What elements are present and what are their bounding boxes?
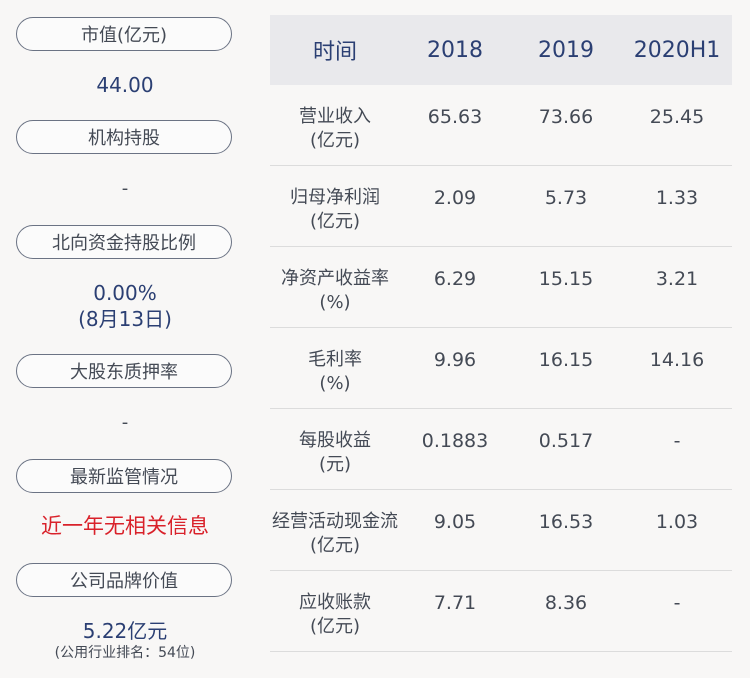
header-2019: 2019 xyxy=(538,37,594,63)
value-2018: 65.63 xyxy=(427,106,483,128)
value-2020h1: 3.21 xyxy=(655,268,699,290)
value-2020h1: - xyxy=(673,592,681,614)
brand-rank: (公用行业排名：54位) xyxy=(54,645,196,661)
value-2018: 0.1883 xyxy=(421,430,489,452)
value-2019: 8.36 xyxy=(544,592,588,614)
value-2020h1: 1.33 xyxy=(655,187,699,209)
header-2018: 2018 xyxy=(427,37,483,63)
pledge-ratio-label: 大股东质押率 xyxy=(16,354,232,388)
value-2018: 9.96 xyxy=(433,349,477,371)
table-header: 时间 2018 2019 2020H1 xyxy=(270,15,732,85)
value-2019: 16.15 xyxy=(538,349,594,371)
pledge-ratio-value: - xyxy=(121,412,129,433)
table-row: 经营活动现金流 (亿元) 9.05 16.53 1.03 xyxy=(270,490,732,571)
market-cap-label: 市值(亿元) xyxy=(16,17,232,51)
header-2020h1: 2020H1 xyxy=(633,37,721,63)
table-row: 归母净利润 (亿元) 2.09 5.73 1.33 xyxy=(270,166,732,247)
institution-holding-label: 机构持股 xyxy=(16,120,232,154)
metric-cell: 应收账款 (亿元) xyxy=(299,592,371,637)
header-time: 时间 xyxy=(312,40,357,65)
value-2019: 16.53 xyxy=(538,511,594,533)
value-2020h1: 25.45 xyxy=(649,106,705,128)
financial-table: 时间 2018 2019 2020H1 营业收入 (亿元) 65.63 73.66… xyxy=(270,15,732,652)
metric-cell: 经营活动现金流 (亿元) xyxy=(272,511,398,556)
table-row: 毛利率 (%) 9.96 16.15 14.16 xyxy=(270,328,732,409)
table-row: 应收账款 (亿元) 7.71 8.36 - xyxy=(270,571,732,652)
institution-holding-value: - xyxy=(121,178,129,199)
regulation-value: 近一年无相关信息 xyxy=(41,514,209,538)
table-row: 净资产收益率 (%) 6.29 15.15 3.21 xyxy=(270,247,732,328)
table-row: 每股收益 (元) 0.1883 0.517 - xyxy=(270,409,732,490)
left-panel: 市值(亿元) 44.00 机构持股 - 北向资金持股比例 0.00% (8月13… xyxy=(0,0,250,678)
metric-cell: 净资产收益率 (%) xyxy=(281,268,389,313)
value-2018: 7.71 xyxy=(433,592,477,614)
metric-cell: 营业收入 (亿元) xyxy=(299,106,371,151)
metric-cell: 每股收益 (元) xyxy=(299,430,371,475)
value-2018: 6.29 xyxy=(433,268,477,290)
value-2018: 9.05 xyxy=(433,511,477,533)
value-2019: 15.15 xyxy=(538,268,594,290)
northbound-holding-label: 北向资金持股比例 xyxy=(16,225,232,259)
metric-cell: 毛利率 (%) xyxy=(308,349,362,394)
value-2019: 0.517 xyxy=(538,430,594,452)
regulation-label: 最新监管情况 xyxy=(16,459,232,493)
brand-value: 5.22亿元 (公用行业排名：54位) xyxy=(0,618,250,662)
value-2019: 73.66 xyxy=(538,106,594,128)
value-2020h1: 14.16 xyxy=(649,349,705,371)
value-2020h1: - xyxy=(673,430,681,452)
value-2019: 5.73 xyxy=(544,187,588,209)
market-cap-value: 44.00 xyxy=(96,73,154,97)
brand-value-label: 公司品牌价值 xyxy=(16,563,232,597)
northbound-date: (8月13日) xyxy=(78,307,172,331)
value-2018: 2.09 xyxy=(433,187,477,209)
northbound-holding-value: 0.00% (8月13日) xyxy=(0,280,250,332)
northbound-percent: 0.00% xyxy=(93,281,157,305)
value-2020h1: 1.03 xyxy=(655,511,699,533)
metric-cell: 归母净利润 (亿元) xyxy=(290,187,380,232)
brand-value-amount: 5.22亿元 xyxy=(82,619,168,643)
table-row: 营业收入 (亿元) 65.63 73.66 25.45 xyxy=(270,85,732,166)
